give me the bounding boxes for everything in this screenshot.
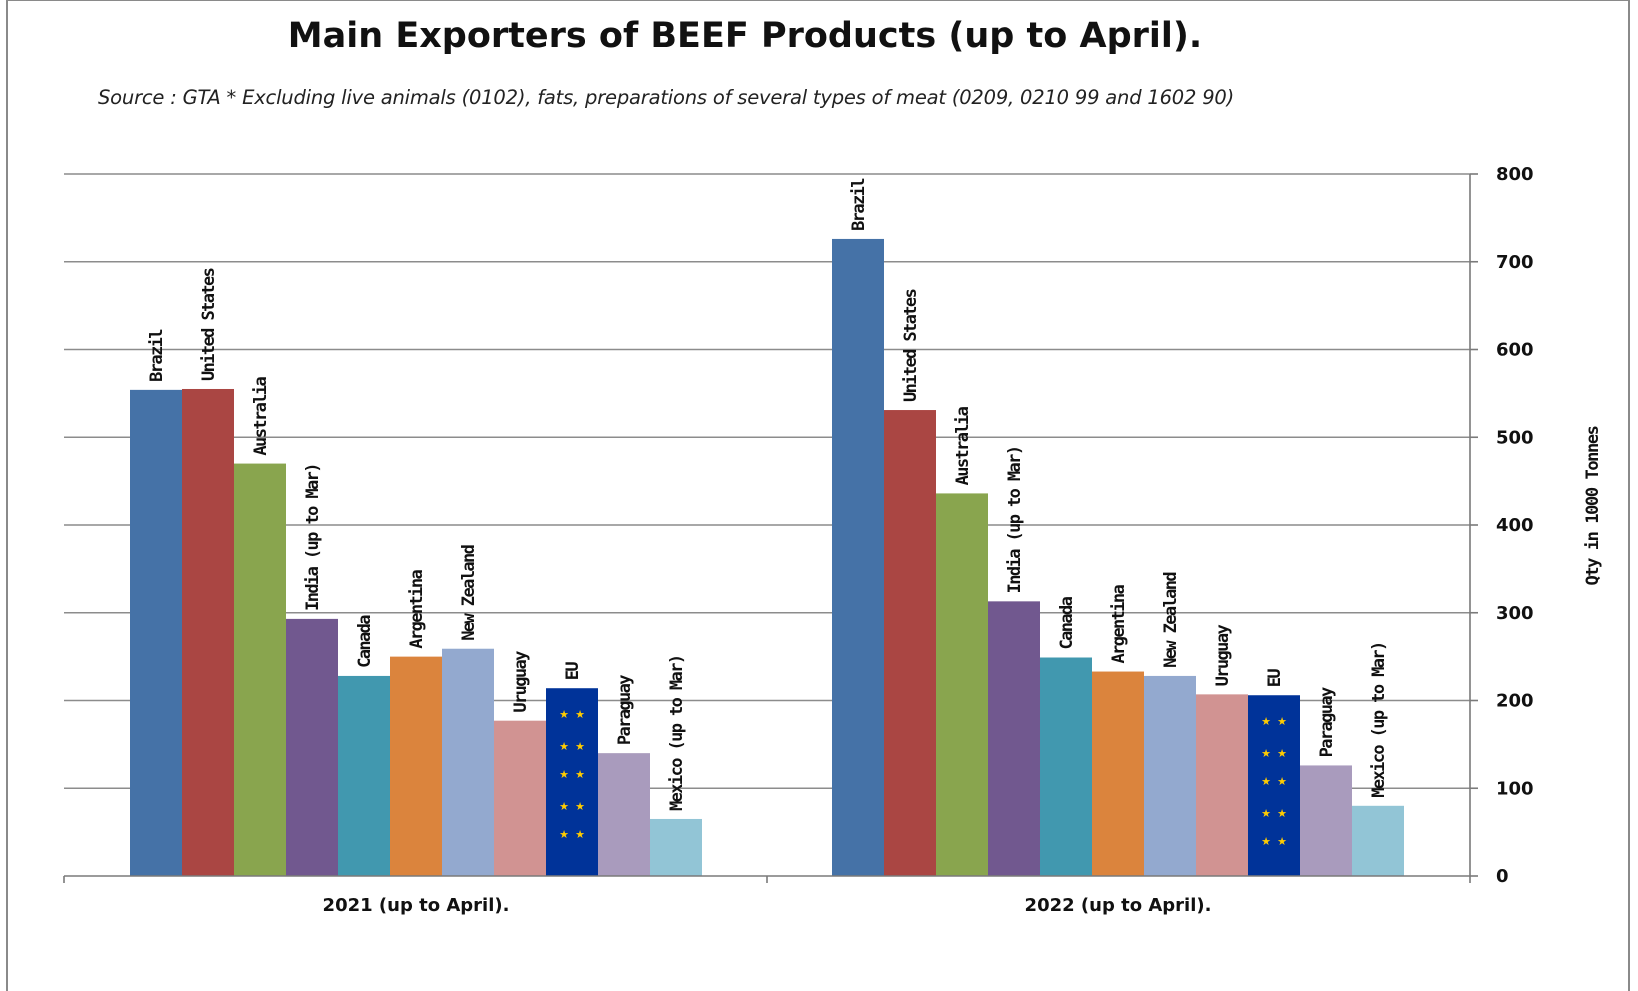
y-tick-label: 700 — [1496, 252, 1534, 273]
y-tick-label: 0 — [1496, 866, 1509, 887]
eu-star-icon: ★ — [559, 768, 569, 781]
bar — [1300, 765, 1352, 876]
eu-star-icon: ★ — [559, 800, 569, 813]
bar — [1144, 675, 1196, 876]
bar-label: Paraguay — [615, 675, 635, 745]
bar-label: Paraguay — [1317, 687, 1337, 757]
bar — [884, 410, 936, 876]
bar — [234, 463, 286, 876]
bar — [390, 656, 442, 876]
eu-star-icon: ★ — [1277, 715, 1287, 728]
chart-subtitle: Source : GTA * Excluding live animals (0… — [98, 86, 1235, 109]
eu-star-icon: ★ — [1277, 807, 1287, 820]
bar-label: Uruguay — [1213, 625, 1233, 687]
bar-label: United States — [199, 268, 219, 381]
bar-label: Brazil — [849, 178, 869, 231]
eu-star-icon: ★ — [559, 740, 569, 753]
y-tick-label: 400 — [1496, 515, 1534, 536]
eu-star-icon: ★ — [1261, 715, 1271, 728]
bar — [182, 388, 234, 876]
eu-star-icon: ★ — [1261, 835, 1271, 848]
bar-label: Brazil — [147, 329, 167, 382]
eu-star-icon: ★ — [575, 828, 585, 841]
bar — [1248, 695, 1300, 876]
eu-star-icon: ★ — [575, 708, 585, 721]
bar — [598, 753, 650, 876]
bar-label: Mexico (up to Mar) — [667, 656, 687, 811]
eu-star-icon: ★ — [1261, 807, 1271, 820]
y-tick-label: 600 — [1496, 340, 1534, 361]
bar-labels: Brazil United States Australia India (up to… — [147, 178, 1389, 811]
eu-star-icon: ★ — [575, 768, 585, 781]
eu-star-icon: ★ — [1261, 747, 1271, 760]
x-category-label: 2021 (up to April). — [323, 895, 510, 916]
bar — [442, 648, 494, 876]
bar — [286, 618, 338, 876]
y-axis-title: Qty in 1000 Tonnes — [1583, 426, 1603, 585]
bar — [988, 601, 1040, 876]
bar-label: United States — [901, 289, 921, 402]
bar — [832, 238, 884, 876]
bar-label: Mexico (up to Mar) — [1369, 642, 1389, 797]
axes: 0 100 200 300 400 500 600 700 800 2021 (up to Apr… — [63, 164, 1534, 916]
eu-star-icon: ★ — [1277, 775, 1287, 788]
bar-label: Australia — [953, 406, 973, 485]
bar-label: Argentina — [1109, 584, 1129, 663]
eu-star-icon: ★ — [559, 828, 569, 841]
bar — [1352, 805, 1404, 876]
y-tick-label: 100 — [1496, 778, 1534, 799]
bar — [1196, 694, 1248, 876]
y-tick-label: 500 — [1496, 427, 1534, 448]
eu-star-icon: ★ — [575, 740, 585, 753]
bar — [130, 389, 182, 876]
y-tick-label: 300 — [1496, 603, 1534, 624]
bar-label: EU — [1265, 669, 1285, 688]
bar — [650, 818, 702, 876]
eu-star-icon: ★ — [1277, 835, 1287, 848]
y-tick-label: 800 — [1496, 164, 1534, 185]
bar-label: New Zealand — [459, 545, 479, 640]
bar-label: India (up to Mar) — [1005, 447, 1025, 594]
bar — [936, 493, 988, 876]
bar-label: Canada — [355, 615, 375, 668]
bar — [494, 720, 546, 876]
bar — [546, 688, 598, 876]
bar-label: Argentina — [407, 570, 427, 649]
bar-label: Australia — [251, 376, 271, 455]
bar-label: Uruguay — [511, 651, 531, 713]
eu-star-icon: ★ — [575, 800, 585, 813]
eu-star-icon: ★ — [1261, 775, 1271, 788]
eu-star-icon: ★ — [559, 708, 569, 721]
bar — [338, 675, 390, 876]
bar-label: Canada — [1057, 596, 1077, 649]
bar-label: India (up to Mar) — [303, 464, 323, 611]
eu-star-icon: ★ — [1277, 747, 1287, 760]
bar — [1092, 671, 1144, 876]
y-tick-label: 200 — [1496, 691, 1534, 712]
chart-title: Main Exporters of BEEF Products (up to A… — [287, 16, 1203, 56]
x-category-label: 2022 (up to April). — [1025, 895, 1212, 916]
bars: ★ ★ ★ ★ ★ ★ ★ ★ ★ ★ ★ ★ ★ ★ ★ ★ ★ ★ ★ ★ — [130, 238, 1404, 876]
bar-label: EU — [563, 662, 583, 681]
bar — [1040, 657, 1092, 876]
bar-label: New Zealand — [1161, 573, 1181, 668]
